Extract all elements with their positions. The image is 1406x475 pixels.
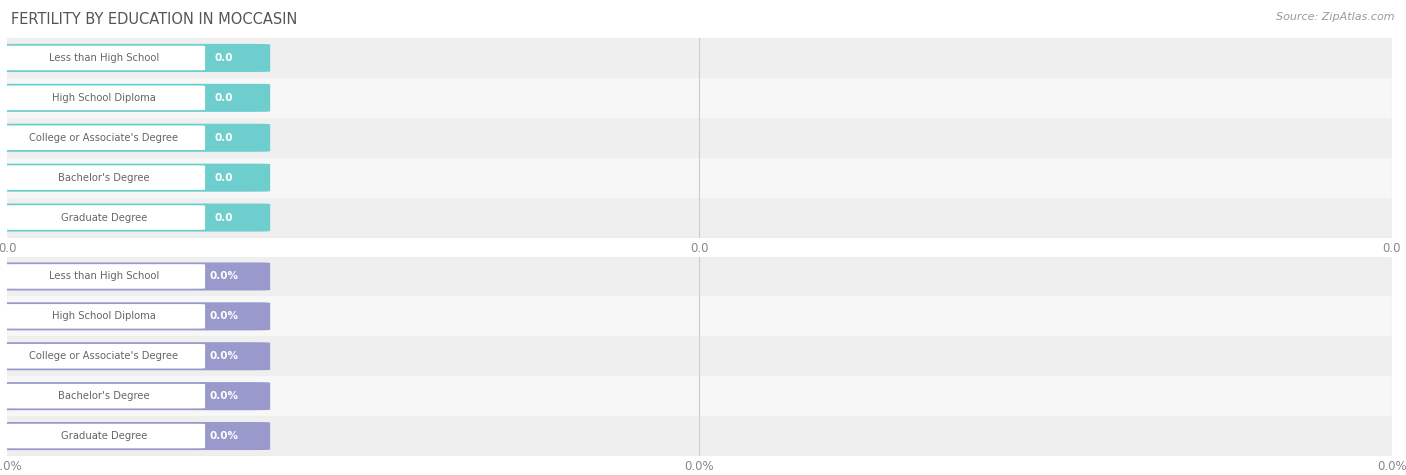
Text: FERTILITY BY EDUCATION IN MOCCASIN: FERTILITY BY EDUCATION IN MOCCASIN xyxy=(11,12,298,27)
Text: 0.0: 0.0 xyxy=(215,53,233,63)
FancyBboxPatch shape xyxy=(3,205,205,230)
Bar xyxy=(7,256,1392,296)
Text: Source: ZipAtlas.com: Source: ZipAtlas.com xyxy=(1277,12,1395,22)
FancyBboxPatch shape xyxy=(0,84,270,112)
Text: 0.0: 0.0 xyxy=(215,172,233,183)
Text: College or Associate's Degree: College or Associate's Degree xyxy=(30,351,179,361)
Bar xyxy=(7,336,1392,376)
FancyBboxPatch shape xyxy=(3,46,205,70)
Bar xyxy=(7,198,1392,238)
Text: 0.0%: 0.0% xyxy=(209,391,238,401)
FancyBboxPatch shape xyxy=(0,302,270,331)
FancyBboxPatch shape xyxy=(0,422,270,450)
Text: Graduate Degree: Graduate Degree xyxy=(60,212,148,223)
Text: College or Associate's Degree: College or Associate's Degree xyxy=(30,133,179,143)
Text: 0.0%: 0.0% xyxy=(209,271,238,282)
Bar xyxy=(7,38,1392,78)
FancyBboxPatch shape xyxy=(0,203,270,232)
FancyBboxPatch shape xyxy=(0,382,270,410)
FancyBboxPatch shape xyxy=(3,165,205,190)
Text: Bachelor's Degree: Bachelor's Degree xyxy=(58,391,150,401)
Text: 0.0: 0.0 xyxy=(215,133,233,143)
FancyBboxPatch shape xyxy=(0,342,270,370)
Text: Less than High School: Less than High School xyxy=(49,53,159,63)
FancyBboxPatch shape xyxy=(0,124,270,152)
FancyBboxPatch shape xyxy=(0,262,270,291)
Text: 0.0%: 0.0% xyxy=(209,431,238,441)
Text: Graduate Degree: Graduate Degree xyxy=(60,431,148,441)
FancyBboxPatch shape xyxy=(3,264,205,289)
FancyBboxPatch shape xyxy=(3,86,205,110)
Text: 0.0%: 0.0% xyxy=(209,311,238,322)
FancyBboxPatch shape xyxy=(3,344,205,369)
FancyBboxPatch shape xyxy=(3,125,205,150)
FancyBboxPatch shape xyxy=(0,44,270,72)
FancyBboxPatch shape xyxy=(3,384,205,408)
Text: High School Diploma: High School Diploma xyxy=(52,311,156,322)
FancyBboxPatch shape xyxy=(0,163,270,192)
Bar xyxy=(7,296,1392,336)
Text: Bachelor's Degree: Bachelor's Degree xyxy=(58,172,150,183)
Bar xyxy=(7,118,1392,158)
FancyBboxPatch shape xyxy=(3,424,205,448)
Bar xyxy=(7,158,1392,198)
Text: 0.0: 0.0 xyxy=(215,93,233,103)
Bar xyxy=(7,376,1392,416)
FancyBboxPatch shape xyxy=(3,304,205,329)
Text: 0.0%: 0.0% xyxy=(209,351,238,361)
Text: Less than High School: Less than High School xyxy=(49,271,159,282)
Bar xyxy=(7,78,1392,118)
Bar xyxy=(7,416,1392,456)
Text: 0.0: 0.0 xyxy=(215,212,233,223)
Text: High School Diploma: High School Diploma xyxy=(52,93,156,103)
